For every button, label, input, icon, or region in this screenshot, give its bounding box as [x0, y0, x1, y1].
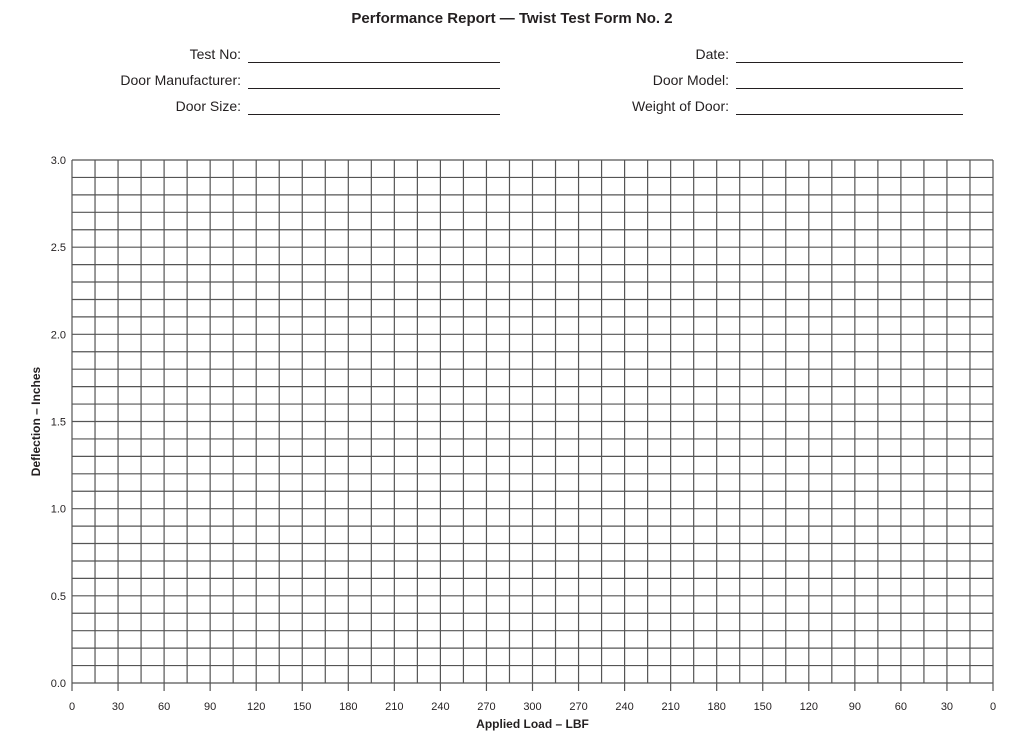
x-tick-label: 180: [339, 701, 357, 713]
field-label: Door Size:: [0, 98, 241, 118]
x-tick-label: 120: [247, 701, 265, 713]
y-tick-label: 2.0: [51, 329, 66, 341]
field-label: Door Model:: [0, 72, 729, 92]
x-tick-label: 90: [204, 701, 216, 713]
field-label-text: Door Size:: [175, 98, 241, 114]
x-tick-label: 30: [941, 701, 953, 713]
y-tick-label: 1.5: [51, 417, 66, 429]
x-tick-label: 90: [849, 701, 861, 713]
x-tick-label: 30: [112, 701, 124, 713]
page-title: Performance Report — Twist Test Form No.…: [351, 10, 673, 27]
field-label-text: Door Model:: [652, 72, 729, 88]
x-tick-label: 0: [69, 701, 75, 713]
field-label-text: Weight of Door:: [631, 98, 729, 114]
x-tick-label: 0: [990, 701, 996, 713]
field-input-line[interactable]: [736, 96, 963, 115]
field-label: Date:: [0, 46, 729, 66]
y-axis-label: Deflection – Inches: [29, 366, 43, 476]
y-tick-label: 0.0: [51, 678, 66, 690]
field-label: Door Manufacturer:: [0, 72, 241, 92]
x-tick-label: 270: [477, 701, 495, 713]
x-tick-label: 270: [569, 701, 587, 713]
x-axis-label: Applied Load – LBF: [476, 717, 589, 731]
y-tick-label: 3.0: [51, 155, 66, 167]
x-tick-label: 60: [895, 701, 907, 713]
y-tick-label: 0.5: [51, 591, 66, 603]
x-tick-label: 180: [708, 701, 726, 713]
y-tick-label: 2.5: [51, 242, 66, 254]
x-tick-label: 150: [754, 701, 772, 713]
field-input-line[interactable]: [248, 70, 500, 89]
x-tick-label: 210: [385, 701, 403, 713]
field-label-text: Date:: [695, 46, 729, 62]
x-tick-label: 150: [293, 701, 311, 713]
x-tick-label: 210: [661, 701, 679, 713]
x-tick-label: 120: [800, 701, 818, 713]
field-label: Weight of Door:: [0, 98, 729, 118]
field-label-text: Door Manufacturer:: [120, 72, 241, 88]
field-label-text: Test No:: [189, 46, 241, 62]
x-tick-label: 240: [431, 701, 449, 713]
field-input-line[interactable]: [248, 44, 500, 63]
field-input-line[interactable]: [736, 44, 963, 63]
x-tick-label: 300: [523, 701, 541, 713]
x-tick-label: 60: [158, 701, 170, 713]
x-tick-label: 240: [615, 701, 633, 713]
field-label: Test No:: [0, 46, 241, 66]
field-input-line[interactable]: [248, 96, 500, 115]
field-input-line[interactable]: [736, 70, 963, 89]
y-tick-label: 1.0: [51, 504, 66, 516]
